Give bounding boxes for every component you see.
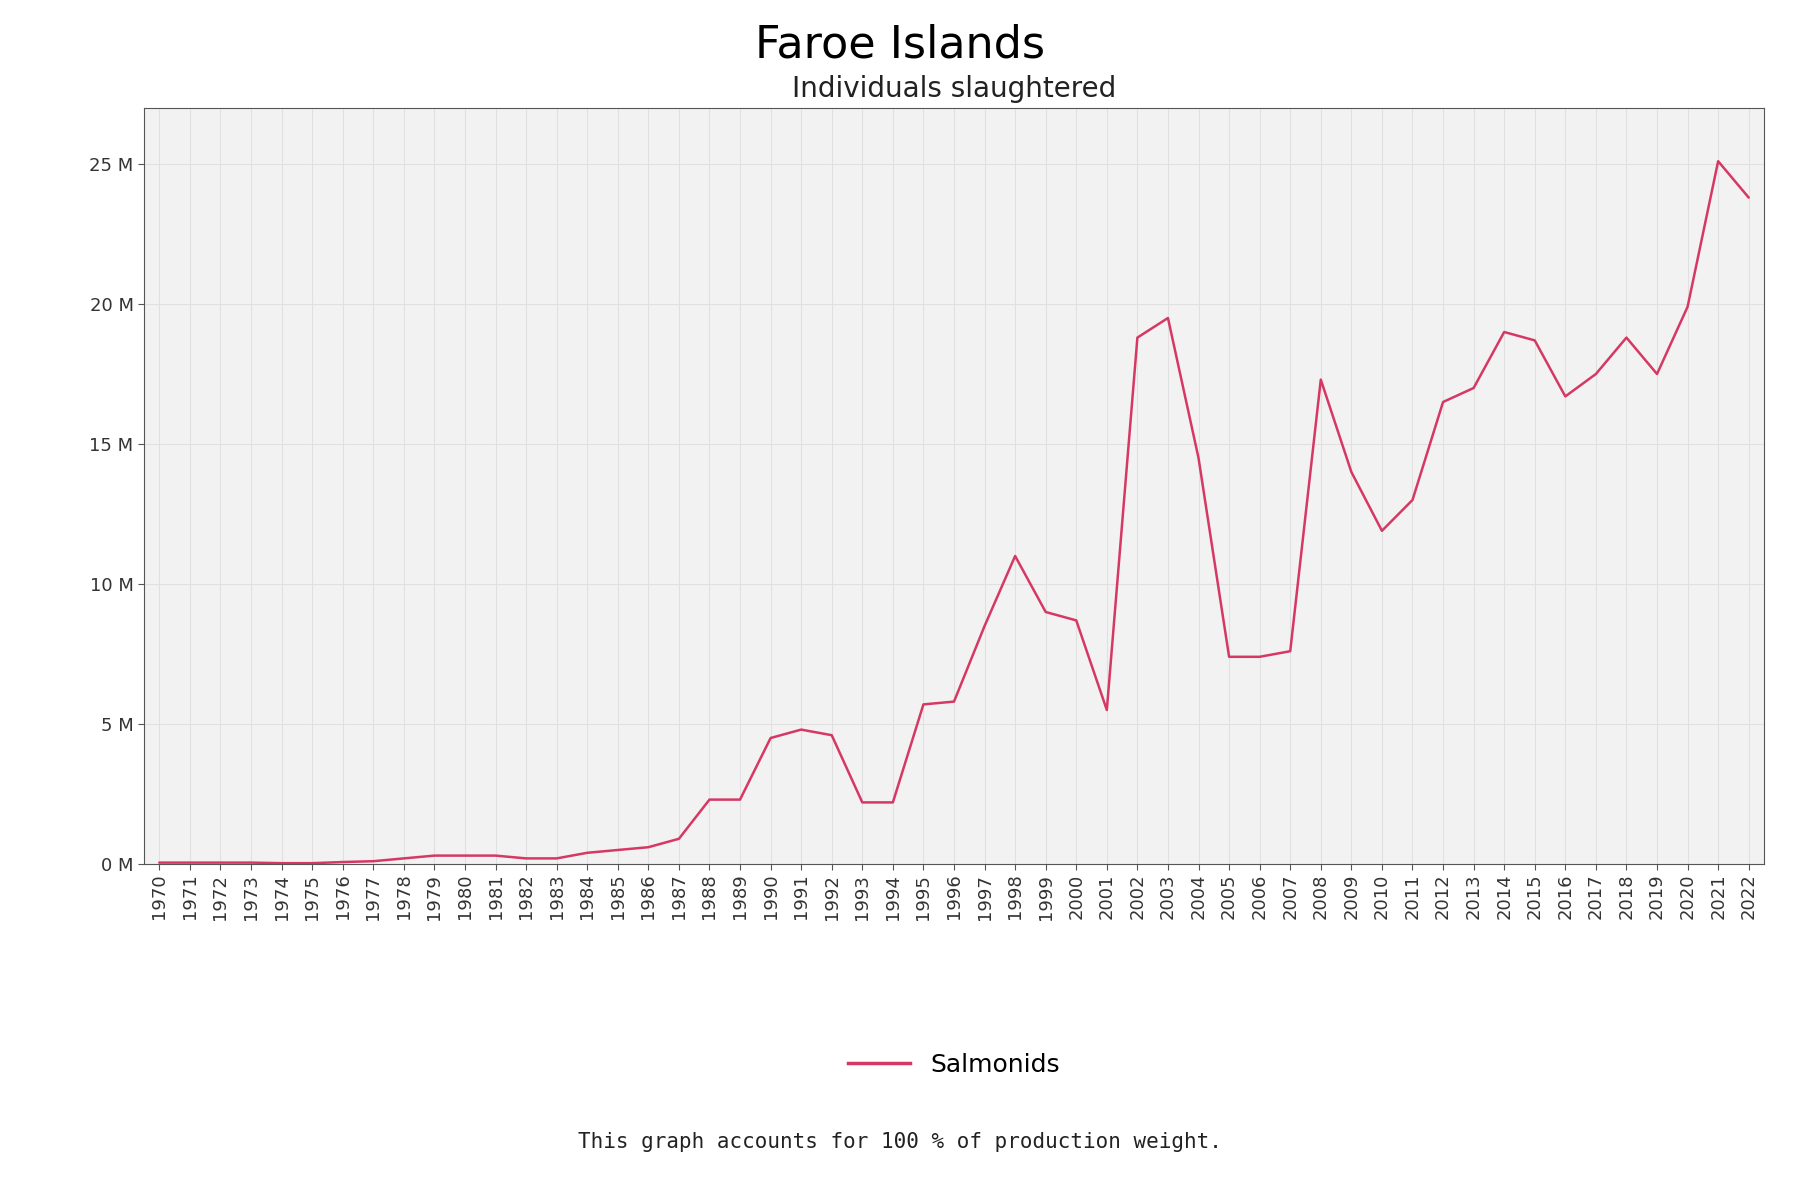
Legend: Salmonids: Salmonids: [839, 1043, 1069, 1087]
Title: Individuals slaughtered: Individuals slaughtered: [792, 74, 1116, 103]
Text: This graph accounts for 100 % of production weight.: This graph accounts for 100 % of product…: [578, 1132, 1222, 1152]
Text: Faroe Islands: Faroe Islands: [754, 24, 1046, 67]
